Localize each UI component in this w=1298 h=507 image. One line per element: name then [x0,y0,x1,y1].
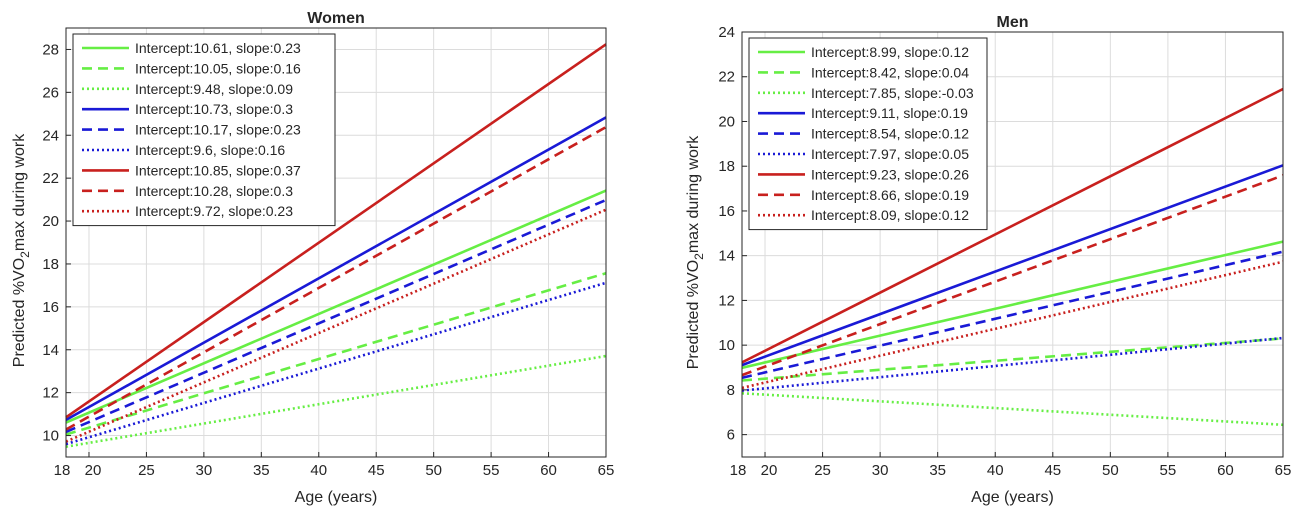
legend-item-label: Intercept:8.09, slope:0.12 [811,207,969,223]
y-tick-label: 18 [718,158,735,175]
x-tick-label: 65 [598,462,615,479]
legend-item-label: Intercept:10.85, slope:0.37 [135,162,301,178]
series-line-6 [741,336,1284,392]
series-line-5 [65,198,607,434]
chart-panel-men: 18 20 25 30 35 40 45 50 55 60 65 6 8 10 12 14 16 18 20 22 24… [685,14,1291,506]
x-tick-label: 18 [730,462,747,479]
x-tick-label: 35 [253,462,270,479]
x-tick-label: 20 [761,462,778,479]
x-tick-label: 35 [929,462,946,479]
chart-title: Women [307,10,364,27]
y-tick-label: 6 [727,427,735,444]
legend-item-label: Intercept:8.54, slope:0.12 [811,126,969,142]
y-tick-label: 26 [42,84,59,101]
legend-item-label: Intercept:10.73, slope:0.3 [135,101,293,117]
legend-item-label: Intercept:9.23, slope:0.26 [811,166,969,182]
series-line-3 [741,392,1284,427]
chart-title: Men [997,14,1029,31]
y-tick-label: 8 [727,382,735,399]
y-axis-label: Predicted %VO2max during work [685,135,706,369]
legend-item-label: Intercept:7.85, slope:-0.03 [811,85,974,101]
y-tick-label: 12 [718,292,735,309]
series-line-8 [65,125,607,431]
series-line-4 [741,164,1284,367]
axes-frame [741,31,1284,458]
x-tick-label: 45 [1044,462,1061,479]
series-line-2 [65,271,607,436]
legend-item-label: Intercept:10.61, slope:0.23 [135,40,301,56]
x-tick-label: 20 [85,462,102,479]
x-tick-label: 60 [540,462,557,479]
x-tick-label: 45 [368,462,385,479]
legend-item-label: Intercept:8.99, slope:0.12 [811,44,969,60]
y-tick-label: 14 [718,248,735,265]
y-tick-label: 18 [42,256,59,273]
axes-frame [65,27,607,458]
y-tick-label: 24 [718,24,735,41]
x-tick-label: 25 [138,462,155,479]
series-line-6 [65,281,607,446]
legend-item-label: Intercept:9.72, slope:0.23 [135,203,293,219]
series-line-5 [741,250,1284,380]
legend-item-label: Intercept:10.28, slope:0.3 [135,183,293,199]
series-line-2 [741,337,1284,382]
series-line-1 [65,189,607,424]
legend-item-label: Intercept:9.48, slope:0.09 [135,81,293,97]
legend-item-label: Intercept:7.97, slope:0.05 [811,146,969,162]
legend-item-label: Intercept:8.42, slope:0.04 [811,64,969,80]
y-tick-label: 10 [718,337,735,354]
y-tick-label: 20 [42,213,59,230]
y-tick-label: 22 [718,69,735,86]
y-tick-label: 14 [42,342,59,359]
x-axis-label: Age (years) [971,489,1054,506]
x-tick-label: 55 [483,462,500,479]
x-tick-label: 50 [1102,462,1119,479]
series-line-4 [65,116,607,422]
legend-item-label: Intercept:10.05, slope:0.16 [135,60,301,76]
y-tick-label: 16 [42,299,59,316]
x-tick-label: 55 [1160,462,1177,479]
x-tick-label: 30 [196,462,213,479]
y-axis-label: Predicted %VO2max during work [11,133,32,367]
x-tick-label: 40 [310,462,327,479]
legend-item-label: Intercept:10.17, slope:0.23 [135,122,301,138]
y-tick-label: 12 [42,385,59,402]
y-tick-label: 24 [42,127,59,144]
y-tick-label: 28 [42,41,59,58]
y-tick-label: 22 [42,170,59,187]
series-line-8 [741,174,1284,377]
x-tick-label: 50 [425,462,442,479]
series-line-7 [741,87,1284,364]
x-tick-label: 40 [987,462,1004,479]
series-line-7 [65,43,607,419]
x-tick-label: 25 [814,462,831,479]
x-axis-label: Age (years) [295,489,378,506]
x-tick-label: 30 [872,462,889,479]
x-tick-label: 18 [54,462,71,479]
legend-box [748,37,988,231]
series-line-1 [741,240,1284,370]
legend-item-label: Intercept:9.11, slope:0.19 [811,105,968,121]
chart-panel-women: 18 20 25 30 35 40 45 50 55 60 65 10 12 14 16 18 20 22 24 26… [11,10,614,506]
y-tick-label: 10 [42,428,59,445]
y-tick-label: 20 [718,113,735,130]
series-line-3 [65,354,607,448]
x-tick-label: 65 [1275,462,1292,479]
legend-item-label: Intercept:8.66, slope:0.19 [811,187,969,203]
legend-item-label: Intercept:9.6, slope:0.16 [135,142,285,158]
y-tick-label: 16 [718,203,735,220]
x-tick-label: 60 [1217,462,1234,479]
